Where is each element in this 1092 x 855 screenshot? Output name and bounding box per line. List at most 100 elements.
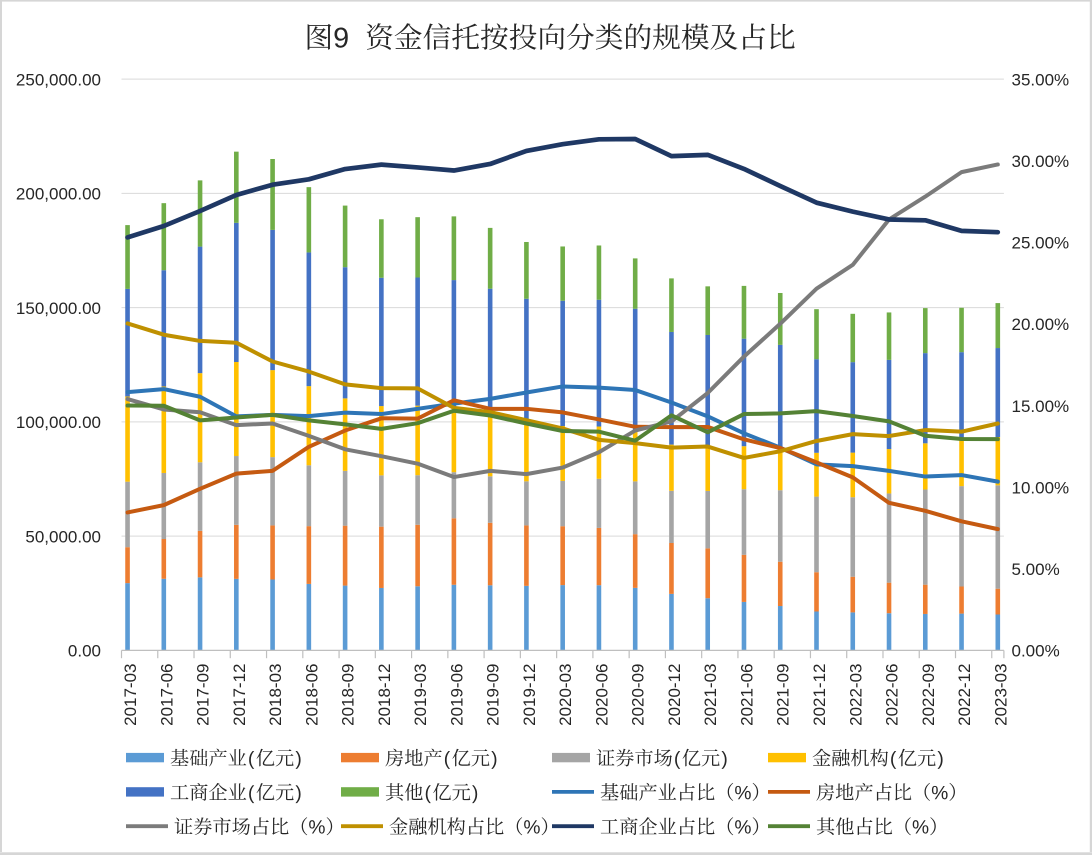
- bar-stack-2019-06[interactable]: [451, 216, 457, 651]
- bar-segment-工商企业(亿元)[interactable]: [234, 222, 239, 363]
- bar-segment-证券市场(亿元)[interactable]: [850, 497, 856, 577]
- bar-segment-基础产业(亿元)[interactable]: [161, 578, 167, 651]
- bar-segment-金融机构(亿元)[interactable]: [995, 437, 1001, 486]
- bar-segment-工商企业(亿元)[interactable]: [306, 252, 312, 387]
- bar-segment-金融机构(亿元)[interactable]: [814, 452, 819, 497]
- bar-segment-证券市场(亿元)[interactable]: [524, 481, 529, 526]
- bar-segment-证券市场(亿元)[interactable]: [741, 489, 747, 555]
- bar-segment-其他(亿元)[interactable]: [705, 286, 711, 335]
- line-其他占比（%）[interactable]: [125, 403, 1000, 443]
- bar-segment-房地产(亿元)[interactable]: [959, 586, 964, 614]
- legend-item-房地产(亿元)[interactable]: [341, 748, 497, 769]
- bar-segment-房地产(亿元)[interactable]: [995, 588, 1001, 615]
- bar-segment-其他(亿元)[interactable]: [959, 307, 964, 353]
- legend-item-其他(亿元)[interactable]: [341, 783, 478, 804]
- bar-segment-其他(亿元)[interactable]: [560, 246, 565, 301]
- legend-item-金融机构(亿元)[interactable]: [768, 748, 943, 769]
- bar-segment-房地产(亿元)[interactable]: [379, 526, 384, 588]
- bar-segment-工商企业(亿元)[interactable]: [270, 229, 275, 371]
- bar-segment-工商企业(亿元)[interactable]: [850, 362, 856, 453]
- bar-segment-证券市场(亿元)[interactable]: [234, 456, 239, 525]
- bar-segment-证券市场(亿元)[interactable]: [560, 480, 565, 527]
- bar-segment-证券市场(亿元)[interactable]: [451, 472, 457, 519]
- bar-segment-证券市场(亿元)[interactable]: [379, 475, 384, 527]
- bar-stack-2019-03[interactable]: [415, 217, 420, 651]
- bar-segment-证券市场(亿元)[interactable]: [669, 490, 674, 543]
- bar-segment-工商企业(亿元)[interactable]: [125, 288, 130, 397]
- bar-stack-2022-03[interactable]: [850, 313, 856, 651]
- bar-segment-证券市场(亿元)[interactable]: [959, 486, 964, 587]
- bar-segment-其他(亿元)[interactable]: [270, 158, 275, 230]
- bar-segment-工商企业(亿元)[interactable]: [886, 359, 892, 450]
- bar-segment-基础产业(亿元)[interactable]: [125, 583, 130, 651]
- bar-stack-2022-09[interactable]: [922, 308, 928, 651]
- bar-segment-金融机构(亿元)[interactable]: [197, 373, 203, 463]
- bar-segment-证券市场(亿元)[interactable]: [814, 496, 819, 573]
- bar-stack-2019-12[interactable]: [524, 241, 529, 651]
- bar-segment-工商企业(亿元)[interactable]: [814, 359, 819, 453]
- bar-segment-其他(亿元)[interactable]: [669, 278, 674, 332]
- bar-segment-金融机构(亿元)[interactable]: [669, 444, 674, 491]
- bar-segment-其他(亿元)[interactable]: [596, 245, 602, 300]
- bar-segment-证券市场(亿元)[interactable]: [306, 465, 312, 527]
- bar-segment-其他(亿元)[interactable]: [922, 308, 928, 354]
- bar-segment-证券市场(亿元)[interactable]: [487, 476, 493, 523]
- bar-stack-2017-03[interactable]: [125, 225, 130, 651]
- bar-segment-金融机构(亿元)[interactable]: [560, 426, 565, 481]
- bar-segment-证券市场(亿元)[interactable]: [342, 470, 348, 526]
- bar-segment-其他(亿元)[interactable]: [632, 258, 638, 309]
- bar-segment-房地产(亿元)[interactable]: [669, 542, 674, 594]
- bar-stack-2021-12[interactable]: [814, 309, 819, 651]
- bar-stack-2018-09[interactable]: [342, 205, 348, 651]
- bar-stack-2019-09[interactable]: [487, 227, 493, 651]
- bar-stack-2017-06[interactable]: [161, 203, 167, 651]
- bar-segment-其他(亿元)[interactable]: [524, 241, 529, 299]
- bar-stack-2020-03[interactable]: [560, 246, 565, 651]
- line-金融机构占比（%）[interactable]: [125, 321, 1000, 460]
- bar-segment-其他(亿元)[interactable]: [777, 292, 783, 345]
- bar-segment-房地产(亿元)[interactable]: [524, 525, 529, 586]
- bar-segment-工商企业(亿元)[interactable]: [524, 298, 529, 424]
- bar-segment-金融机构(亿元)[interactable]: [487, 414, 493, 477]
- legend-item-其他占比（%）[interactable]: [768, 817, 936, 836]
- bar-stack-2020-09[interactable]: [632, 258, 638, 651]
- bar-segment-其他(亿元)[interactable]: [125, 225, 130, 289]
- bar-segment-基础产业(亿元)[interactable]: [959, 613, 964, 651]
- bar-segment-房地产(亿元)[interactable]: [234, 524, 239, 579]
- legend-item-基础产业(亿元)[interactable]: [126, 748, 301, 769]
- bar-stack-2021-09[interactable]: [777, 292, 783, 651]
- bar-segment-基础产业(亿元)[interactable]: [777, 606, 783, 651]
- bar-stack-2023-03[interactable]: [995, 303, 1001, 651]
- bar-segment-工商企业(亿元)[interactable]: [342, 267, 348, 399]
- bar-stack-2020-12[interactable]: [669, 278, 674, 651]
- bar-segment-房地产(亿元)[interactable]: [814, 572, 819, 612]
- bar-segment-金融机构(亿元)[interactable]: [306, 386, 312, 466]
- bar-segment-工商企业(亿元)[interactable]: [379, 277, 384, 407]
- bar-segment-其他(亿元)[interactable]: [814, 309, 819, 360]
- bar-segment-金融机构(亿元)[interactable]: [741, 446, 747, 490]
- bar-segment-其他(亿元)[interactable]: [415, 217, 420, 278]
- bar-segment-其他(亿元)[interactable]: [451, 216, 457, 281]
- bar-segment-基础产业(亿元)[interactable]: [995, 614, 1001, 651]
- bar-segment-工商企业(亿元)[interactable]: [632, 308, 638, 432]
- bar-segment-工商企业(亿元)[interactable]: [451, 280, 457, 408]
- bar-segment-金融机构(亿元)[interactable]: [959, 440, 964, 487]
- bar-segment-金融机构(亿元)[interactable]: [632, 431, 638, 482]
- bar-segment-房地产(亿元)[interactable]: [270, 525, 275, 580]
- bar-stack-2018-06[interactable]: [306, 187, 312, 651]
- legend-item-金融机构占比（%）[interactable]: [341, 817, 548, 836]
- bar-segment-基础产业(亿元)[interactable]: [415, 586, 420, 651]
- bar-segment-基础产业(亿元)[interactable]: [306, 583, 312, 651]
- bar-segment-其他(亿元)[interactable]: [379, 219, 384, 278]
- bar-segment-其他(亿元)[interactable]: [234, 151, 239, 223]
- bar-segment-证券市场(亿元)[interactable]: [777, 490, 783, 562]
- bar-segment-证券市场(亿元)[interactable]: [596, 478, 602, 528]
- bar-segment-金融机构(亿元)[interactable]: [379, 406, 384, 476]
- bar-segment-工商企业(亿元)[interactable]: [161, 270, 167, 387]
- bar-segment-证券市场(亿元)[interactable]: [270, 457, 275, 526]
- bar-segment-基础产业(亿元)[interactable]: [596, 585, 602, 651]
- bar-segment-基础产业(亿元)[interactable]: [632, 587, 638, 651]
- bar-segment-房地产(亿元)[interactable]: [125, 547, 130, 584]
- legend-item-房地产占比（%）[interactable]: [768, 782, 955, 801]
- legend-item-证券市场(亿元)[interactable]: [552, 748, 727, 769]
